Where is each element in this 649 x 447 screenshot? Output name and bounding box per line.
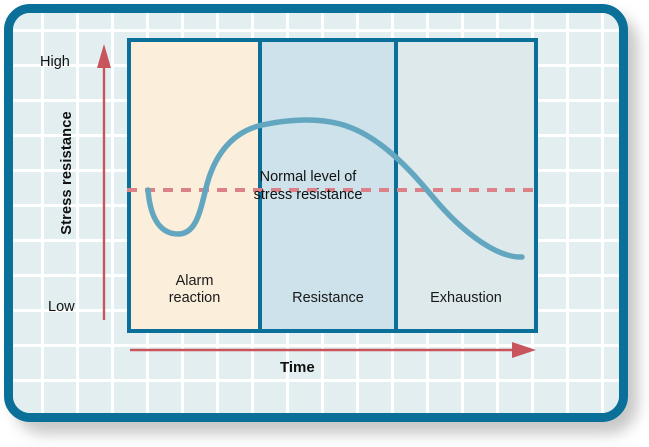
x-axis-label: Time	[280, 359, 315, 376]
y-axis-label: Stress resistance	[59, 111, 75, 235]
phase-label-alarm: Alarm reaction	[168, 273, 221, 306]
normal-level-label: Normal level of stress resistance	[253, 169, 363, 203]
phase-label-resistance: Resistance	[292, 290, 364, 306]
y-axis-tick-low: Low	[48, 299, 75, 315]
phase-label-exhaustion: Exhaustion	[430, 290, 502, 306]
phase-region-exhaustion: Exhaustion	[398, 42, 534, 329]
y-axis-tick-high: High	[40, 54, 70, 70]
